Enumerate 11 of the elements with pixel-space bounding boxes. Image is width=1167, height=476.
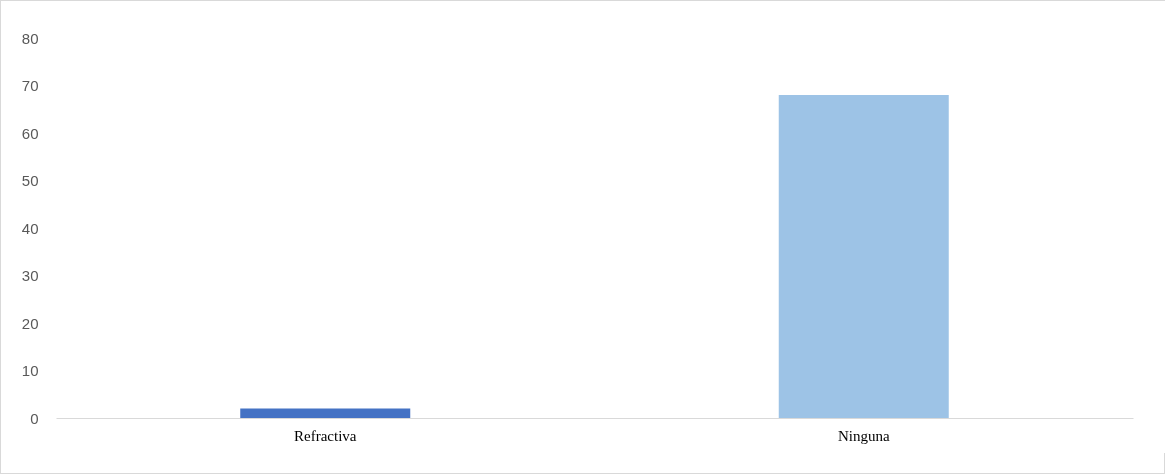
y-tick-label: 70 — [21, 77, 39, 94]
y-tick-label: 0 — [30, 409, 39, 427]
y-tick-label: 80 — [21, 29, 39, 47]
y-tick-label: 40 — [21, 219, 39, 237]
y-tick-label: 50 — [21, 172, 39, 189]
y-tick-label: 10 — [21, 362, 39, 379]
y-tick-label: 30 — [21, 267, 39, 284]
x-tick-label: Refractiva — [294, 427, 357, 444]
y-tick-label: 20 — [21, 314, 39, 332]
y-tick-label: 60 — [21, 124, 39, 142]
x-tick-label: Ninguna — [837, 427, 890, 444]
